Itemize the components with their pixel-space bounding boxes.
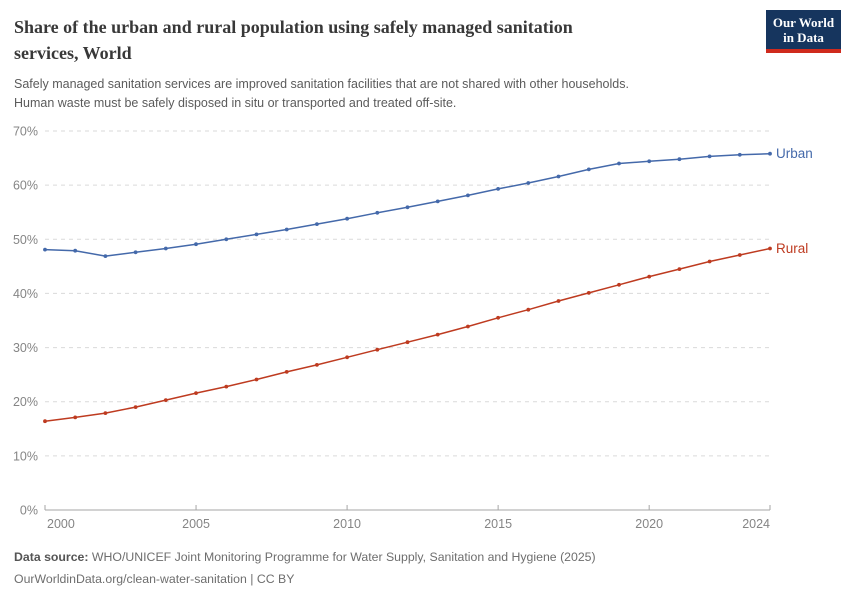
data-point-rural-2003[interactable] bbox=[133, 405, 138, 409]
owid-logo-line-1: Our World bbox=[772, 15, 835, 30]
data-point-urban-2008[interactable] bbox=[284, 227, 289, 232]
data-point-rural-2018[interactable] bbox=[586, 291, 591, 295]
data-point-urban-2022[interactable] bbox=[707, 154, 712, 159]
series-end-label-rural[interactable]: Rural bbox=[776, 241, 808, 256]
data-point-urban-2012[interactable] bbox=[405, 205, 410, 210]
data-point-rural-2002[interactable] bbox=[103, 411, 108, 415]
series-line-urban[interactable] bbox=[44, 152, 771, 257]
data-point-urban-2024[interactable] bbox=[768, 151, 772, 156]
data-point-rural-2022[interactable] bbox=[707, 259, 712, 264]
data-point-rural-2008[interactable] bbox=[284, 370, 289, 374]
x-tick-label: 2010 bbox=[333, 517, 361, 531]
y-tick-label: 30% bbox=[13, 341, 38, 355]
data-point-rural-2013[interactable] bbox=[435, 332, 440, 337]
data-point-rural-2015[interactable] bbox=[496, 315, 500, 320]
title-line-1: Share of the urban and rural population … bbox=[14, 17, 573, 37]
data-point-urban-2009[interactable] bbox=[315, 222, 319, 227]
data-point-rural-2007[interactable] bbox=[254, 377, 259, 382]
data-point-urban-2018[interactable] bbox=[586, 167, 591, 172]
x-tick-label: 2020 bbox=[635, 517, 663, 531]
data-point-rural-2019[interactable] bbox=[617, 282, 621, 287]
chart-footer: Data source: WHO/UNICEF Joint Monitoring… bbox=[14, 547, 596, 590]
owid-logo: Our World in Data bbox=[766, 10, 841, 53]
data-point-rural-2004[interactable] bbox=[163, 398, 168, 402]
data-point-rural-2017[interactable] bbox=[556, 299, 561, 303]
data-point-urban-2011[interactable] bbox=[375, 210, 380, 215]
series-end-label-urban[interactable]: Urban bbox=[776, 146, 813, 161]
data-point-rural-2010[interactable] bbox=[345, 355, 349, 360]
data-point-rural-2000[interactable] bbox=[43, 419, 47, 424]
data-point-urban-2005[interactable] bbox=[194, 242, 198, 247]
data-point-rural-2014[interactable] bbox=[466, 324, 470, 329]
data-point-rural-2006[interactable] bbox=[224, 384, 229, 389]
data-point-urban-2021[interactable] bbox=[677, 157, 682, 162]
data-source-label: Data source: bbox=[14, 550, 89, 564]
license-line: OurWorldinData.org/clean-water-sanitatio… bbox=[14, 571, 295, 586]
subtitle-line-2: Human waste must be safely disposed in s… bbox=[14, 96, 457, 110]
data-point-urban-2004[interactable] bbox=[163, 246, 168, 251]
y-tick-label: 40% bbox=[13, 287, 38, 301]
series-line-rural[interactable] bbox=[44, 247, 771, 422]
data-source-line: Data source: WHO/UNICEF Joint Monitoring… bbox=[14, 547, 596, 569]
data-point-urban-2019[interactable] bbox=[617, 161, 621, 166]
data-point-urban-2016[interactable] bbox=[526, 181, 531, 185]
y-tick-label: 60% bbox=[13, 179, 38, 193]
data-source-text: WHO/UNICEF Joint Monitoring Programme fo… bbox=[88, 550, 596, 564]
data-point-urban-2003[interactable] bbox=[133, 250, 138, 255]
data-point-rural-2021[interactable] bbox=[677, 267, 682, 271]
data-point-rural-2012[interactable] bbox=[405, 340, 410, 345]
x-tick-label: 2005 bbox=[182, 517, 210, 531]
data-point-urban-2013[interactable] bbox=[435, 199, 440, 204]
data-point-urban-2010[interactable] bbox=[345, 216, 349, 221]
page-title: Share of the urban and rural population … bbox=[14, 14, 759, 66]
data-point-rural-2024[interactable] bbox=[768, 246, 772, 251]
x-tick-label: 2000 bbox=[47, 517, 75, 531]
data-point-rural-2001[interactable] bbox=[73, 415, 78, 420]
chart-header: Share of the urban and rural population … bbox=[14, 14, 759, 113]
data-point-urban-2015[interactable] bbox=[496, 187, 500, 191]
data-point-rural-2009[interactable] bbox=[315, 363, 319, 367]
owid-logo-line-2: in Data bbox=[783, 30, 824, 45]
y-tick-label: 70% bbox=[13, 125, 38, 139]
subtitle-line-1: Safely managed sanitation services are i… bbox=[14, 77, 629, 91]
data-point-urban-2020[interactable] bbox=[647, 159, 652, 164]
y-tick-label: 0% bbox=[20, 504, 38, 518]
data-point-urban-2014[interactable] bbox=[466, 193, 470, 198]
data-point-urban-2017[interactable] bbox=[556, 174, 561, 179]
data-point-urban-2000[interactable] bbox=[43, 247, 47, 252]
y-tick-label: 10% bbox=[13, 449, 38, 463]
y-tick-label: 50% bbox=[13, 233, 38, 247]
data-point-urban-2001[interactable] bbox=[73, 248, 78, 253]
data-point-rural-2011[interactable] bbox=[375, 347, 380, 352]
data-point-urban-2007[interactable] bbox=[254, 232, 259, 237]
x-tick-label: 2024 bbox=[742, 517, 770, 531]
data-point-rural-2005[interactable] bbox=[194, 391, 198, 395]
y-tick-label: 20% bbox=[13, 395, 38, 409]
x-tick-label: 2015 bbox=[484, 517, 512, 531]
data-point-rural-2016[interactable] bbox=[526, 307, 531, 312]
data-point-rural-2020[interactable] bbox=[647, 274, 652, 279]
data-point-urban-2002[interactable] bbox=[103, 254, 108, 258]
title-line-2: services, World bbox=[14, 43, 132, 63]
data-point-rural-2023[interactable] bbox=[737, 253, 742, 257]
data-point-urban-2006[interactable] bbox=[224, 237, 229, 242]
data-point-urban-2023[interactable] bbox=[737, 152, 742, 157]
chart-subtitle: Safely managed sanitation services are i… bbox=[14, 75, 759, 113]
